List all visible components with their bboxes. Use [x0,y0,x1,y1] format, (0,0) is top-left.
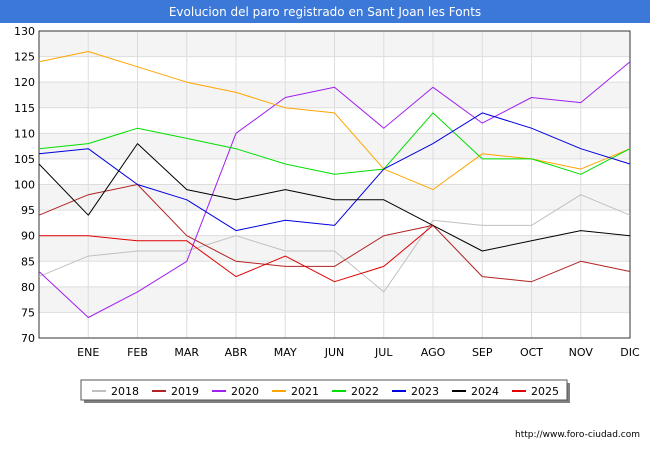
chart-title: Evolucion del paro registrado en Sant Jo… [169,5,481,19]
plot-frame [38,30,631,339]
x-tick-label: AGO [421,346,446,359]
legend-label-2025: 2025 [531,385,559,398]
y-tick-label: 90 [21,230,35,243]
x-tick-label: MAR [174,346,199,359]
series-lines [38,51,631,318]
y-tick-label: 80 [21,281,35,294]
x-tick-label: NOV [569,346,594,359]
x-tick-label: OCT [520,346,543,359]
y-tick-label: 120 [14,76,35,89]
y-tick-label: 95 [21,204,35,217]
y-tick-label: 100 [14,179,35,192]
series-line-2018 [38,194,631,293]
y-tick-label: 125 [14,51,35,64]
legend: 2018 2019 2020 2021 2022 2023 2024 2025 [80,379,570,403]
legend-box [80,379,568,401]
x-tick-label: SEP [472,346,493,359]
series-line-2023 [38,112,631,232]
footer-url: http://www.foro-ciudad.com [515,430,640,440]
y-tick-label: 75 [21,306,35,319]
y-tick-label: 115 [14,102,35,115]
y-tick-label: 105 [14,153,35,166]
series-line-2020 [38,61,631,318]
y-tick-label: 130 [14,25,35,38]
x-axis-ticks: ENE FEB MAR ABR MAY JUN JUL AGO SEP OCT NOV DIC [77,346,640,359]
legend-label-2021: 2021 [291,385,319,398]
x-tick-label: FEB [127,346,148,359]
y-tick-label: 70 [21,332,35,345]
x-tick-label: JUL [374,346,393,359]
x-tick-label: MAY [274,346,297,359]
legend-label-2022: 2022 [351,385,379,398]
x-tick-label: ABR [225,346,248,359]
series-line-2025 [39,225,434,283]
legend-label-2024: 2024 [471,385,499,398]
series-line-2024 [38,143,631,252]
x-tick-label: ENE [77,346,99,359]
legend-label-2019: 2019 [171,385,199,398]
legend-label-2018: 2018 [111,385,139,398]
x-tick-label: JUN [324,346,345,359]
x-tick-label: DIC [620,346,640,359]
y-axis-ticks: 70 75 80 85 90 95 100 105 110 115 120 125 130 [14,25,35,345]
legend-label-2023: 2023 [411,385,439,398]
title-bar [0,0,650,23]
y-tick-label: 85 [21,255,35,268]
y-tick-label: 110 [14,127,35,140]
legend-items: 2018 2019 2020 2021 2022 2023 2024 2025 [92,385,559,398]
legend-label-2020: 2020 [231,385,259,398]
series-line-2022 [38,112,631,175]
